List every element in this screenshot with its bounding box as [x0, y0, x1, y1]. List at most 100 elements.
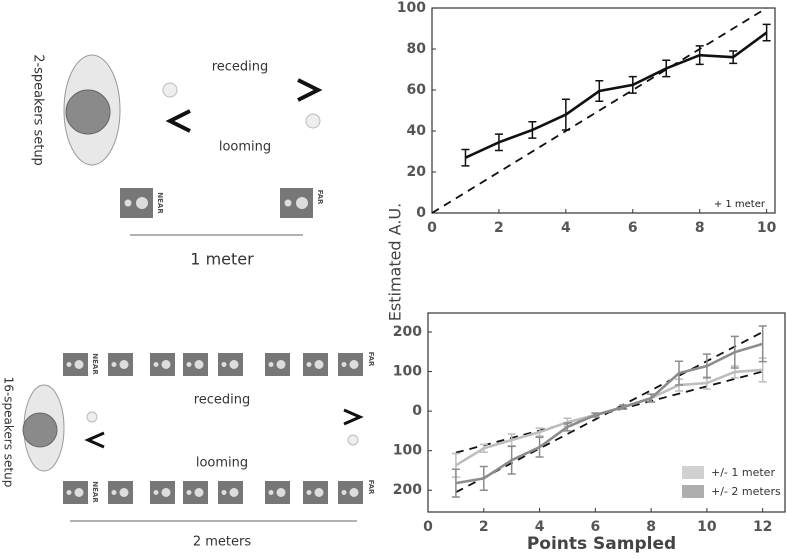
speaker: [303, 481, 328, 504]
error-bar: [702, 353, 711, 379]
x-tick-label: 10: [697, 519, 717, 535]
speaker: [338, 353, 363, 376]
far-label: FAR: [316, 190, 324, 205]
error-bar: [535, 436, 544, 458]
x-tick-label: 2: [494, 220, 504, 236]
x-tick-label: 6: [628, 220, 638, 236]
x-tick-label: 2: [479, 519, 489, 535]
y-axis-label: Estimated A.U.: [386, 203, 405, 321]
error-bar: [591, 412, 600, 418]
error-bar: [561, 98, 570, 131]
speaker-dot: [221, 362, 227, 367]
speaker-dot: [306, 362, 312, 367]
speaker: [150, 481, 175, 504]
near-label: NEAR: [91, 481, 99, 503]
speaker-cone: [119, 360, 129, 369]
speaker: [120, 188, 153, 218]
speaker-cone: [314, 360, 324, 369]
label-looming: looming: [196, 456, 248, 471]
source: [162, 82, 178, 98]
y-tick-label: 20: [407, 164, 427, 180]
error-bar: [675, 360, 684, 386]
speaker-cone: [119, 488, 129, 497]
speaker-dot: [268, 490, 274, 495]
error-bar: [535, 427, 544, 437]
x-tick-label: 6: [590, 519, 600, 535]
near-label: NEAR: [156, 192, 164, 214]
setup-title: 16-speakers setup: [2, 377, 16, 488]
speaker-dot: [341, 362, 347, 367]
error-bar: [528, 121, 537, 139]
error-bar: [662, 59, 671, 78]
speaker: [280, 188, 313, 218]
series-line: [455, 342, 764, 485]
x-tick-label: 4: [561, 220, 571, 236]
diagram-2-speakers: 2-speakers setup receding looming NEAR F…: [31, 54, 325, 268]
source: [86, 411, 98, 423]
y-tick-label: 40: [407, 123, 427, 139]
label-receding: receding: [212, 60, 269, 75]
speaker-dot: [186, 362, 192, 367]
arrowhead: [343, 408, 364, 426]
label-looming: looming: [219, 140, 271, 155]
speaker-cone: [74, 360, 84, 369]
y-tick-label: 100: [393, 443, 422, 459]
error-bar: [461, 148, 470, 167]
speaker-dot: [111, 490, 117, 495]
speaker: [183, 481, 208, 504]
speaker-cone: [229, 360, 239, 369]
arrowhead: [84, 431, 105, 449]
y-tick-label: 200: [393, 324, 422, 340]
error-bar: [730, 335, 739, 369]
y-tick-label: 0: [412, 403, 422, 419]
plot-frame: [431, 7, 776, 214]
speaker-dot: [153, 362, 159, 367]
series-line: [464, 31, 768, 159]
error-bar: [758, 325, 767, 363]
speaker: [303, 353, 328, 376]
reference-line: [431, 7, 768, 214]
speaker: [150, 353, 175, 376]
speaker: [183, 353, 208, 376]
error-bar: [451, 468, 460, 498]
error-bar: [563, 422, 572, 432]
error-bar: [479, 465, 488, 491]
speaker-dot: [306, 490, 312, 495]
speaker: [63, 481, 88, 504]
speaker: [265, 481, 290, 504]
speaker: [338, 481, 363, 504]
error-bar: [479, 443, 488, 454]
speaker: [108, 481, 133, 504]
source: [347, 434, 359, 446]
speaker-dot: [186, 490, 192, 495]
x-tick-label: 4: [535, 519, 545, 535]
diagram-16-speakers: 16-speakers setup receding looming 2 met…: [2, 352, 376, 550]
speaker-cone: [161, 488, 171, 497]
speaker-dot: [221, 490, 227, 495]
error-bar: [595, 80, 604, 103]
y-tick-label: 60: [407, 82, 427, 98]
legend: +/- 1 meter +/- 2 meters: [682, 466, 781, 498]
speaker-cone: [314, 488, 324, 497]
speaker-dot: [341, 490, 347, 495]
x-tick-label: 8: [646, 519, 656, 535]
head-top: [22, 412, 58, 448]
speaker-cone: [276, 488, 286, 497]
y-tick-label: 200: [393, 482, 422, 498]
error-bar: [695, 45, 704, 66]
speaker: [265, 353, 290, 376]
speaker-dot: [153, 490, 159, 495]
speaker-dot: [111, 362, 117, 367]
legend-label: +/- 1 meter: [711, 466, 775, 479]
speaker: [218, 481, 243, 504]
source: [305, 113, 321, 129]
speaker-dot: [268, 362, 274, 367]
speaker-cone: [194, 488, 204, 497]
x-tick-label: 12: [753, 519, 772, 535]
legend-label: +/- 2 meters: [711, 485, 781, 498]
speaker-cone: [276, 360, 286, 369]
x-axis-label: Points Sampled: [527, 534, 676, 554]
plot-frame: [427, 312, 786, 513]
speaker: [63, 353, 88, 376]
